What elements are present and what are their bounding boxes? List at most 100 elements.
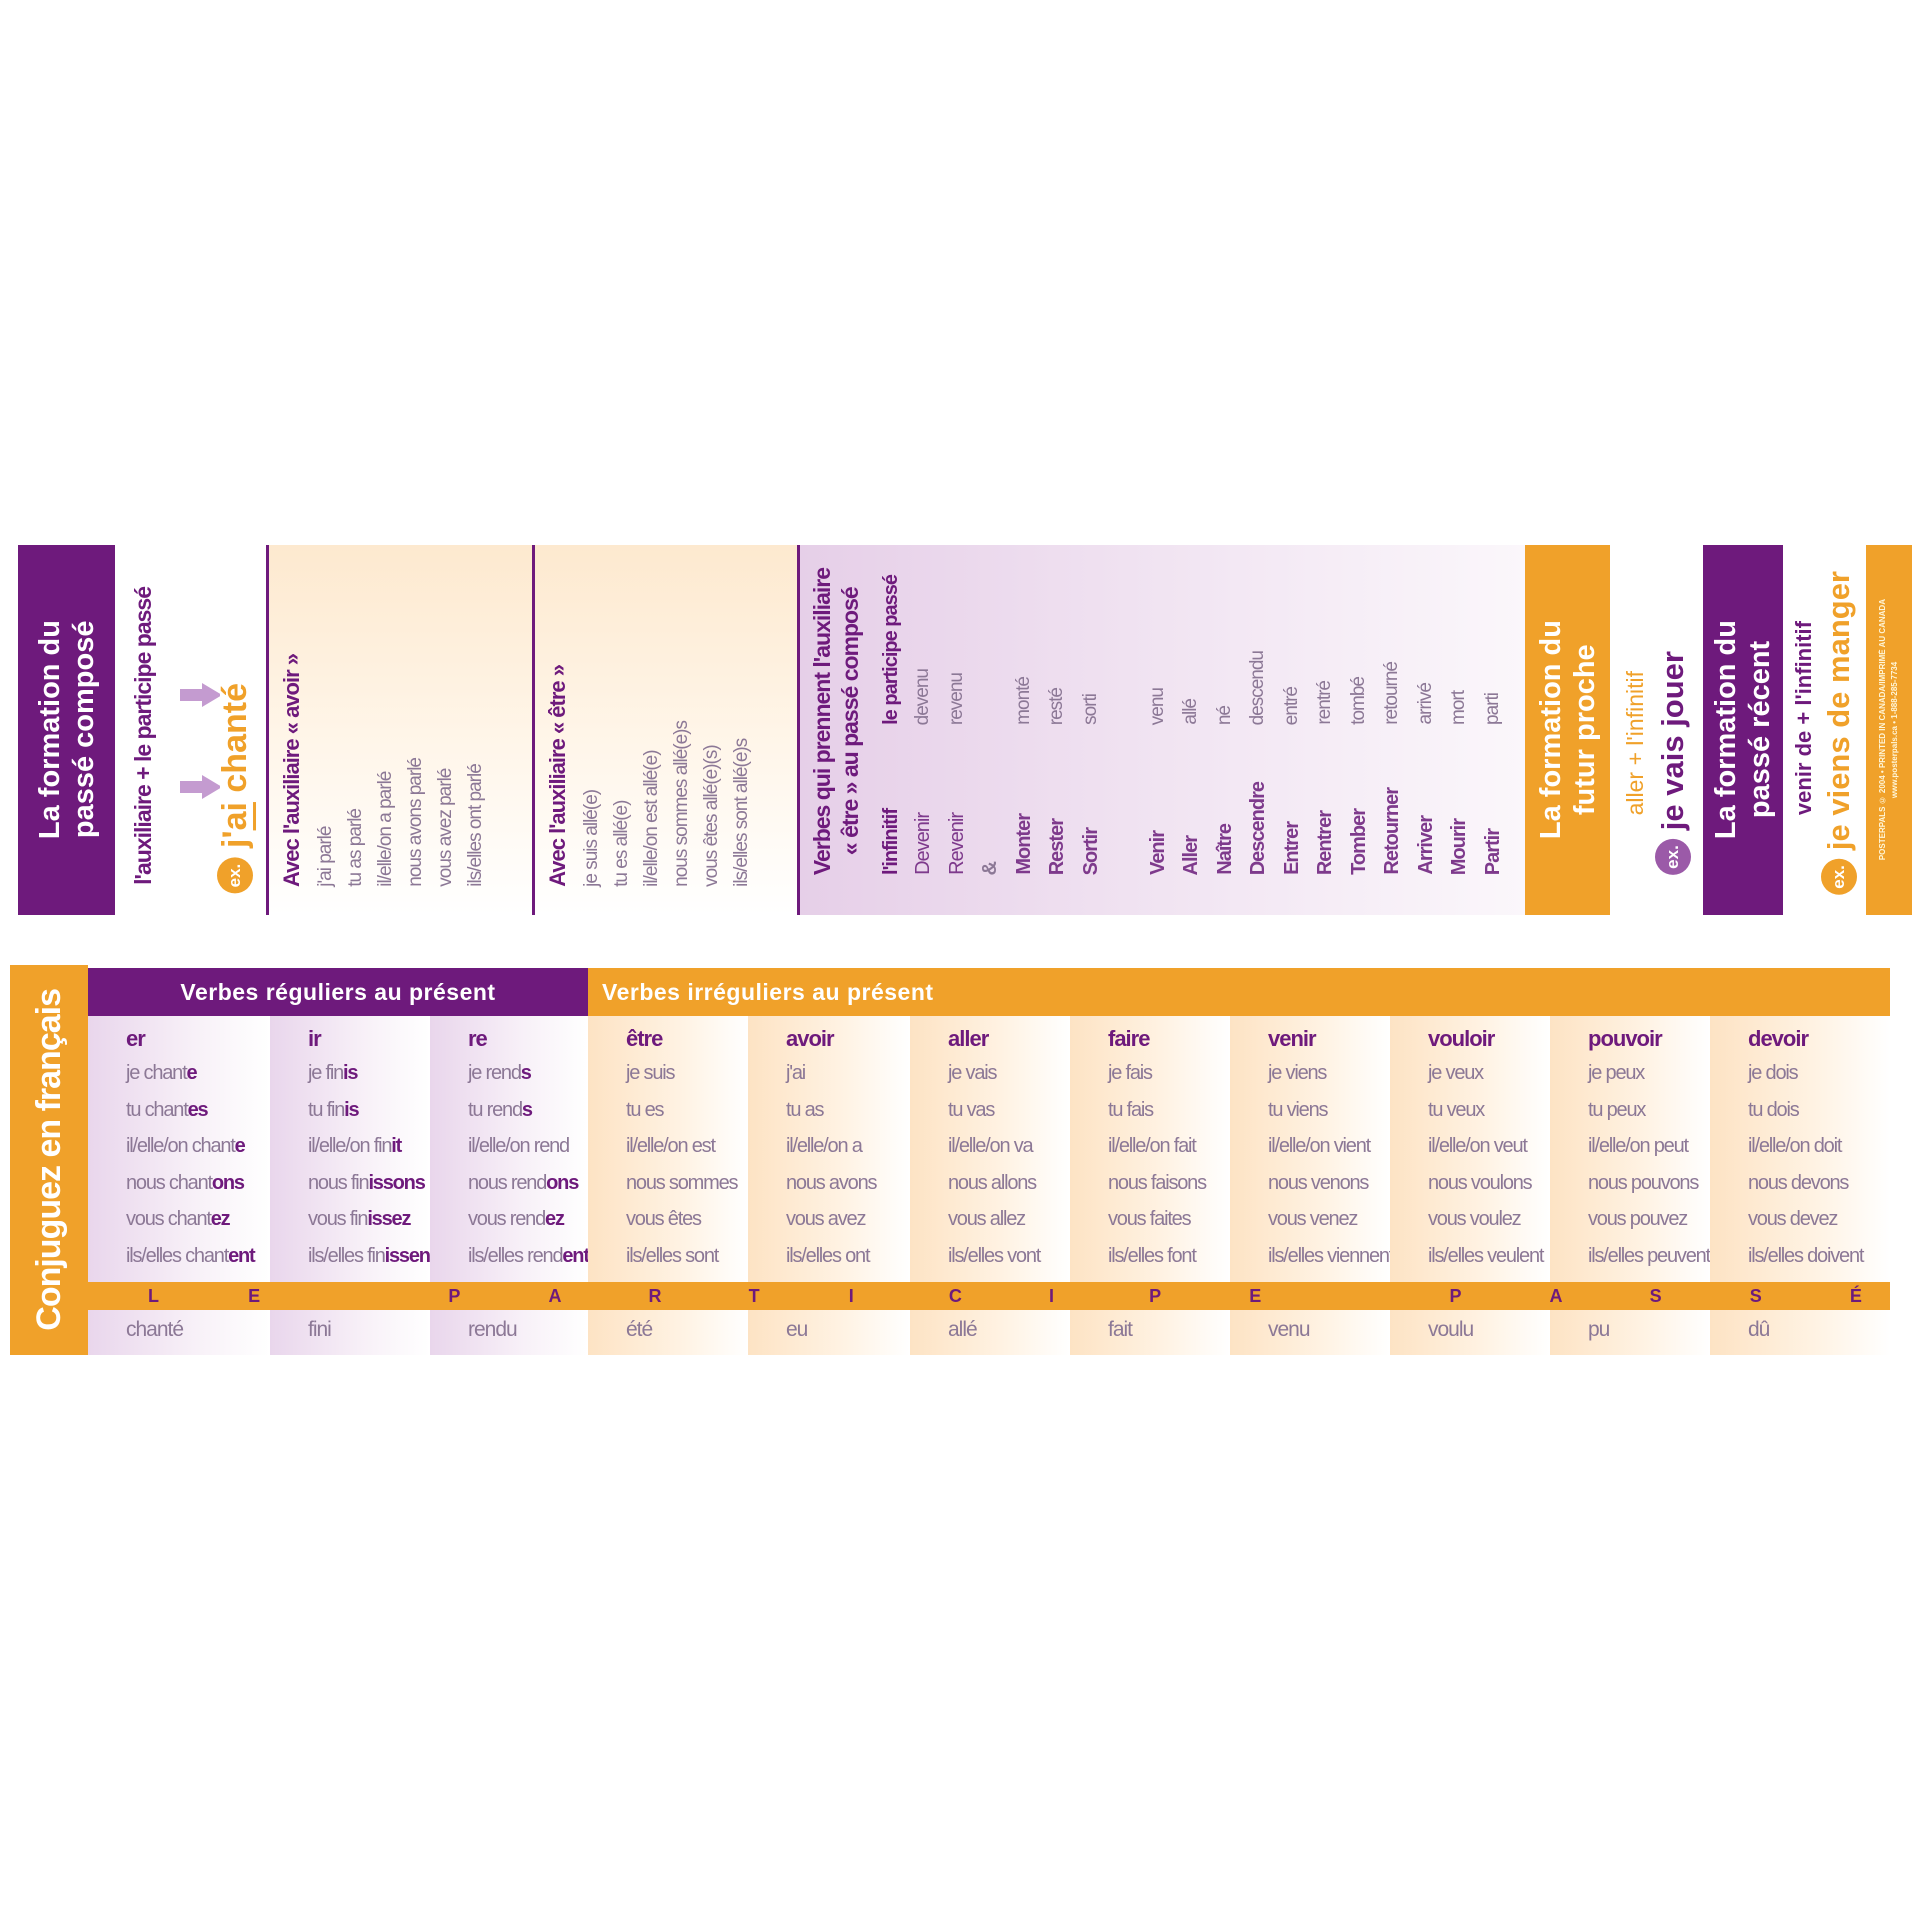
stem: nous rend <box>468 1171 547 1194</box>
verb-heading: venir <box>1268 1026 1317 1051</box>
conjugation-line: nous rendons <box>468 1171 579 1195</box>
stem: tu vas <box>948 1098 995 1121</box>
stem: il/elle/on doit <box>1748 1135 1842 1157</box>
stem: ils/elles font <box>1108 1244 1197 1267</box>
conjugation-line: il/elle/on vient <box>1268 1135 1371 1158</box>
infinitive: Partir <box>1481 828 1504 875</box>
ending: it <box>391 1135 402 1157</box>
formula-infinitif: l'infinitif <box>1622 670 1648 746</box>
footer-line2: www.posterpals.ca • 1-888-285-7734 <box>1890 661 1899 799</box>
participle: retourné <box>1381 662 1402 725</box>
ending: e <box>234 1135 246 1157</box>
participle-cell-avoir: eu <box>748 1310 910 1355</box>
divider <box>532 545 535 915</box>
stem: tu chant <box>126 1098 189 1121</box>
conjugation-line: il/elle/on va <box>948 1135 1034 1158</box>
verb-heading: vouloir <box>1428 1026 1495 1051</box>
stem: je dois <box>1748 1062 1799 1084</box>
conjugation-line: vous chantez <box>126 1208 231 1231</box>
participle-cell-devoir: dû <box>1710 1310 1890 1355</box>
stem: ils/elles ont <box>786 1244 871 1267</box>
futur-proche-title-line1: La formation du <box>1534 620 1567 840</box>
example-post: chanté <box>216 682 254 802</box>
conjugation-column-faire: faire je fais tu fais il/elle/on fait nous f… <box>1070 1016 1230 1282</box>
participle-cell-venir: venu <box>1230 1310 1390 1355</box>
passe-recent-example: ex. je viens de manger <box>1821 571 1857 895</box>
infinitive: Venir <box>1146 831 1169 875</box>
regular-verbs-header: Verbes réguliers au présent <box>88 968 588 1016</box>
participle-cell-faire: fait <box>1070 1310 1230 1355</box>
stem: il/elle/on chant <box>126 1135 236 1157</box>
participle: né <box>1213 705 1235 725</box>
conjugation-line: nous avons <box>786 1172 878 1195</box>
conjugation-column-vouloir: vouloir je veux tu veux il/elle/on veut nous… <box>1390 1016 1550 1282</box>
stem: vous pouvez <box>1588 1208 1688 1230</box>
verb-heading: er <box>126 1026 146 1051</box>
conjugation-line: vous voulez <box>1428 1208 1522 1231</box>
stem: il/elle/on va <box>948 1135 1034 1157</box>
verb-heading: faire <box>1108 1026 1150 1051</box>
ending: issez <box>367 1208 411 1230</box>
band-letter: A <box>548 1286 562 1306</box>
futur-proche-header: La formation du futur proche <box>1525 545 1610 915</box>
stem: ils/elles peuvent <box>1588 1244 1711 1267</box>
conjugation-line: tu finis <box>308 1099 360 1122</box>
conjugation-line: je finis <box>308 1062 359 1085</box>
conjugation-line: tu dois <box>1748 1099 1800 1122</box>
irregular-verbs-header: Verbes irréguliers au présent <box>588 968 1890 1016</box>
stem: ils/elles veulent <box>1428 1244 1544 1267</box>
etre-verbs-title-line2: « être » au passé composé <box>837 587 863 856</box>
futur-proche-panel: aller + l'infinitif ex. je vais jouer <box>1610 545 1702 915</box>
verb-heading: avoir <box>786 1026 835 1051</box>
stem: nous devons <box>1748 1171 1849 1194</box>
band-letter: P <box>1149 1286 1162 1306</box>
stem: tu as <box>786 1098 825 1121</box>
verb-heading: re <box>468 1026 488 1051</box>
stem: il/elle/on peut <box>1588 1135 1689 1157</box>
band-letter: É <box>1849 1286 1862 1306</box>
conjugation-column-avoir: avoir j'ai tu as il/elle/on a nous avons vous… <box>748 1016 910 1282</box>
passe-recent-formula: venir de + l'infinitif <box>1791 620 1816 815</box>
formula-aller: aller <box>1622 771 1648 815</box>
conjugation-line: je viens <box>1268 1062 1327 1085</box>
conjugation-line: nous faisons <box>1108 1172 1207 1195</box>
formula-plus: + <box>1622 751 1648 766</box>
conjugation-line: vous allez <box>948 1208 1026 1231</box>
conjugation-line: je vais <box>948 1062 998 1085</box>
conjugation-line: ils/elles ont <box>786 1244 871 1268</box>
infinitive: Monter <box>1012 814 1035 875</box>
participle: descendu <box>1247 650 1268 725</box>
conjugation-line: tu as <box>786 1098 825 1122</box>
conjugation-line: vous rendez <box>468 1208 565 1231</box>
participle: rendu <box>468 1318 518 1341</box>
stem: vous allez <box>948 1208 1026 1230</box>
band-letter: E <box>248 1286 261 1306</box>
participle-cell-ir: fini <box>270 1310 430 1355</box>
passe-compose-formula: l'auxiliaire + le participe passé <box>130 587 156 885</box>
stem: il/elle/on fin <box>308 1135 392 1157</box>
infinitive: Revenir <box>945 813 968 875</box>
conjugation-line: il/elle/on veut <box>1428 1135 1528 1158</box>
conjugation-line: j'ai parlé <box>315 826 336 887</box>
conjugation-line: nous chantons <box>126 1171 245 1195</box>
stem: vous faites <box>1108 1208 1192 1230</box>
conjugation-column-être: être je suis tu es il/elle/on est nous somme… <box>588 1016 748 1282</box>
conjugation-line: nous devons <box>1748 1171 1849 1195</box>
stem: nous chant <box>126 1171 213 1194</box>
participle: dû <box>1748 1318 1770 1341</box>
side-title: Conjuguez en français <box>29 989 68 1331</box>
conjugation-line: tu rends <box>468 1099 533 1122</box>
stem: vous rend <box>468 1208 546 1230</box>
arrow-icons <box>180 665 222 825</box>
futur-proche-title-line2: futur proche <box>1568 644 1601 816</box>
stem: ils/elles fin <box>308 1244 386 1267</box>
band-letter: P <box>1449 1286 1462 1306</box>
futur-proche-example: ex. je vais jouer <box>1655 651 1691 875</box>
passe-recent-title-line2: passé récent <box>1744 641 1776 819</box>
participle-cell-er: chanté <box>88 1310 270 1355</box>
stem: vous fin <box>308 1208 369 1230</box>
ending: ez <box>210 1208 231 1230</box>
footer-credits: POSTERPALS © 2004 • PRINTED IN CANADA/IM… <box>1866 545 1912 915</box>
ending: ons <box>546 1171 579 1194</box>
